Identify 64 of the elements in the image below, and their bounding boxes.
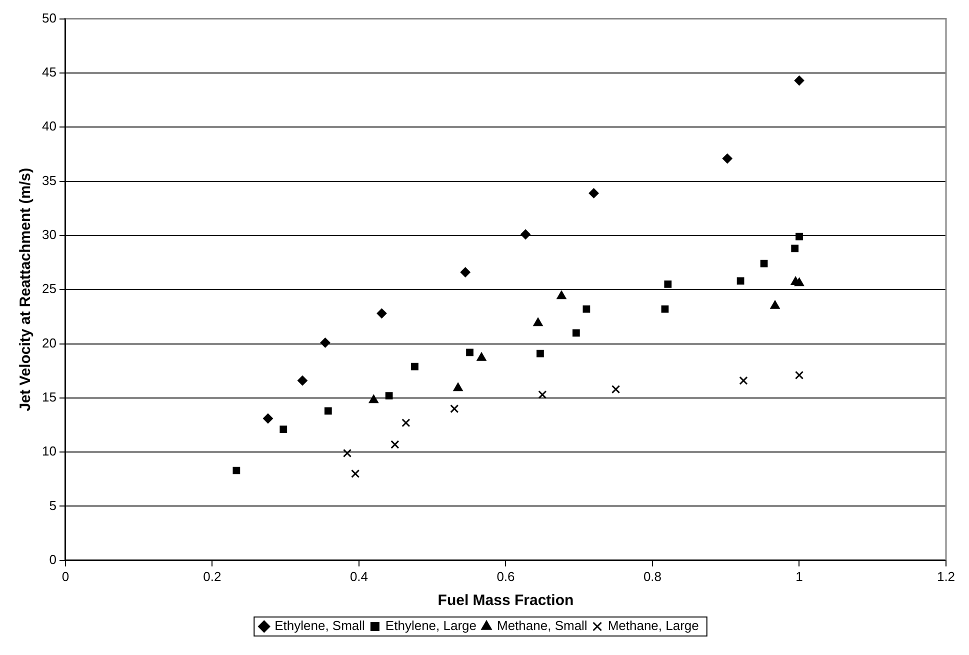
point xyxy=(320,338,330,348)
y-tick-label: 45 xyxy=(42,64,56,80)
point xyxy=(572,329,580,337)
point xyxy=(794,370,804,380)
point xyxy=(794,278,804,286)
legend-label: Ethylene, Small xyxy=(274,618,366,634)
point xyxy=(582,305,590,313)
point xyxy=(760,260,768,268)
point xyxy=(739,376,748,385)
x-tick-label: 0.2 xyxy=(203,568,222,584)
x-tick-label: 0.6 xyxy=(496,568,515,584)
point xyxy=(453,382,463,392)
y-tick-label: 5 xyxy=(49,498,56,513)
point xyxy=(351,469,360,478)
x-tick-label: 0.8 xyxy=(643,568,662,584)
legend-label: Ethylene, Large xyxy=(385,618,477,634)
point xyxy=(588,188,599,198)
point xyxy=(770,300,780,309)
point xyxy=(232,466,240,474)
point xyxy=(736,277,744,285)
x-tick-label: 1.2 xyxy=(936,568,956,584)
point xyxy=(280,426,288,434)
point xyxy=(791,244,799,252)
point xyxy=(794,76,804,86)
point xyxy=(297,376,308,386)
x-tick-label: 0.4 xyxy=(350,568,368,584)
point xyxy=(556,290,566,300)
y-tick-label: 20 xyxy=(42,335,56,350)
legend-label: Methane, Large xyxy=(608,618,699,634)
y-tick-label: 40 xyxy=(42,118,56,134)
point xyxy=(533,318,543,326)
y-tick-label: 30 xyxy=(42,227,56,242)
y-tick-label: 0 xyxy=(49,552,56,567)
point xyxy=(411,362,418,370)
point xyxy=(368,394,378,404)
point xyxy=(536,350,544,358)
y-tick-label: 10 xyxy=(42,444,56,459)
point xyxy=(722,154,732,164)
point xyxy=(262,414,273,424)
y-tick-label: 15 xyxy=(42,390,56,404)
x-tick-label: 1 xyxy=(796,568,803,584)
legend-label: Methane, Small xyxy=(497,618,588,634)
point xyxy=(376,308,387,318)
y-tick-label: 35 xyxy=(42,172,56,188)
point xyxy=(460,267,470,278)
point xyxy=(538,390,547,399)
point xyxy=(402,418,410,428)
y-tick-label: 50 xyxy=(42,10,56,26)
point xyxy=(450,404,459,414)
point xyxy=(385,392,393,400)
y-tick-label: 25 xyxy=(42,281,56,296)
point xyxy=(664,280,672,288)
x-axis-title: Fuel Mass Fraction xyxy=(438,592,574,610)
point xyxy=(796,232,803,240)
point xyxy=(476,352,486,361)
point xyxy=(324,407,332,415)
point xyxy=(390,440,400,449)
y-axis-title: Jet Velocity at Reattachment (m/s) xyxy=(17,168,34,412)
point xyxy=(612,384,620,394)
point xyxy=(661,305,669,313)
point xyxy=(342,448,352,458)
x-tick-label: 0 xyxy=(62,568,70,584)
point xyxy=(520,229,531,240)
point xyxy=(466,348,474,356)
